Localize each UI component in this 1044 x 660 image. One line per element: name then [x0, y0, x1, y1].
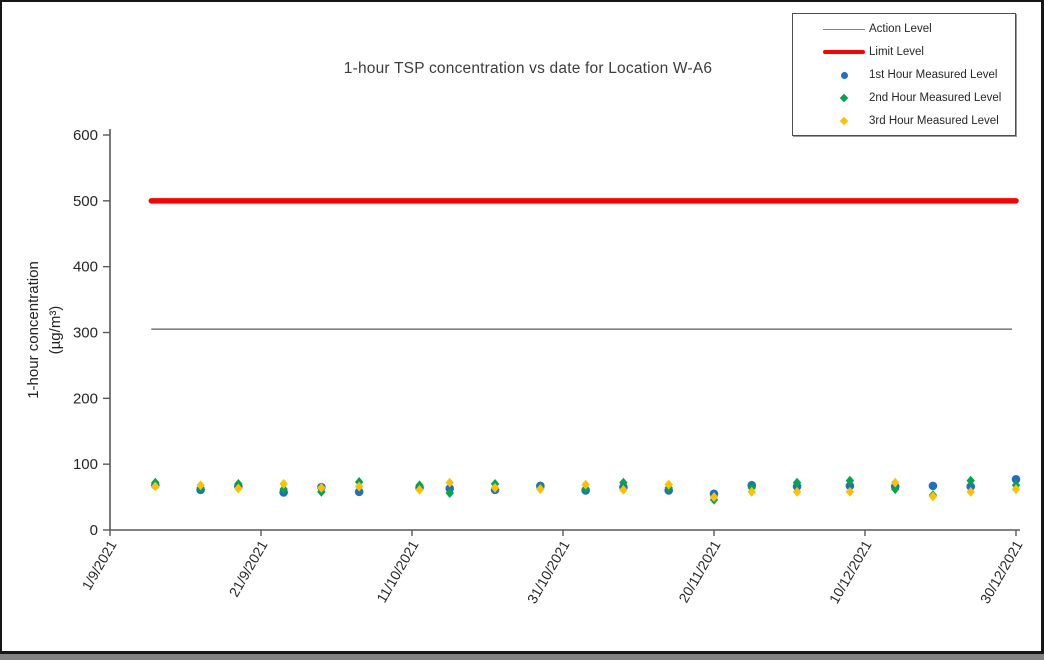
data-point-h3: [747, 486, 756, 497]
x-tick-label: 30/12/2021: [977, 537, 1026, 606]
legend-label: 1st Hour Measured Level: [869, 69, 998, 81]
data-point-h3: [664, 479, 673, 490]
data-point-h3: [845, 486, 855, 497]
data-point-h2: [445, 488, 454, 499]
x-tick-label: 20/11/2021: [675, 537, 723, 605]
legend-item-1st-hour: 1st Hour Measured Level: [793, 64, 1015, 87]
data-point-h3: [354, 481, 364, 492]
data-point-h3: [490, 482, 500, 493]
legend-item-3rd-hour: 3rd Hour Measured Level: [793, 110, 1015, 133]
x-tick-label: 11/10/2021: [373, 537, 421, 605]
chart-title: 1-hour TSP concentration vs date for Loc…: [343, 60, 713, 77]
yellow-diamond-marker-icon: [839, 116, 849, 126]
legend-item-action-level: Action Level: [793, 18, 1015, 41]
data-point-h2: [966, 475, 975, 486]
y-tick-label: 100: [73, 456, 98, 473]
data-point-h3: [891, 477, 900, 488]
data-point-h3: [966, 486, 975, 497]
blue-circle-marker-icon: [840, 71, 848, 79]
x-tick-label: 21/9/2021: [226, 537, 271, 599]
y-tick-label: 200: [73, 390, 98, 407]
data-point-h3: [234, 483, 243, 494]
data-point-h3: [536, 484, 545, 495]
window-bottom-shadow: [0, 654, 1044, 660]
data-point-h3: [792, 486, 802, 497]
limit-level-line-sample: [823, 50, 865, 54]
legend-label: Limit Level: [869, 46, 924, 58]
x-tick-label: 1/9/2021: [78, 537, 119, 592]
data-point-h2: [891, 484, 900, 495]
legend-label: 3rd Hour Measured Level: [869, 115, 999, 127]
data-point-h3: [445, 477, 454, 488]
y-tick-label: 0: [90, 522, 98, 539]
data-point-h3: [709, 492, 719, 502]
data-point-h1: [966, 482, 975, 491]
legend-label: Action Level: [869, 23, 932, 35]
data-point-h2: [279, 484, 288, 495]
data-point-h3: [581, 479, 590, 490]
y-tick-label: 600: [73, 127, 98, 144]
data-point-h1: [354, 487, 364, 497]
data-point-h1: [1011, 475, 1021, 484]
data-point-h1: [928, 481, 938, 491]
data-point-h2: [845, 475, 855, 486]
data-point-h2: [792, 477, 802, 488]
chart-legend: Action Level Limit Level 1st Hour Measur…: [792, 13, 1016, 136]
data-point-h3: [928, 491, 938, 502]
data-point-h3: [317, 482, 326, 493]
data-point-h3: [279, 479, 288, 489]
data-point-h3: [1011, 484, 1021, 495]
data-point-h3: [196, 480, 205, 491]
action-level-line-sample: [823, 28, 865, 30]
data-point-h3: [415, 484, 424, 495]
x-tick-label: 31/10/2021: [524, 537, 573, 606]
data-point-h2: [619, 477, 628, 488]
data-point-h3: [619, 484, 628, 495]
green-diamond-marker-icon: [839, 93, 849, 103]
legend-label: 2nd Hour Measured Level: [869, 92, 1002, 104]
data-point-h3: [151, 481, 160, 492]
y-tick-label: 500: [73, 193, 98, 210]
y-tick-label: 400: [73, 259, 98, 276]
legend-item-limit-level: Limit Level: [793, 41, 1015, 64]
x-tick-label: 10/12/2021: [826, 537, 875, 606]
data-point-h1: [845, 481, 855, 491]
y-tick-label: 300: [73, 325, 98, 342]
legend-item-2nd-hour: 2nd Hour Measured Level: [793, 87, 1015, 110]
